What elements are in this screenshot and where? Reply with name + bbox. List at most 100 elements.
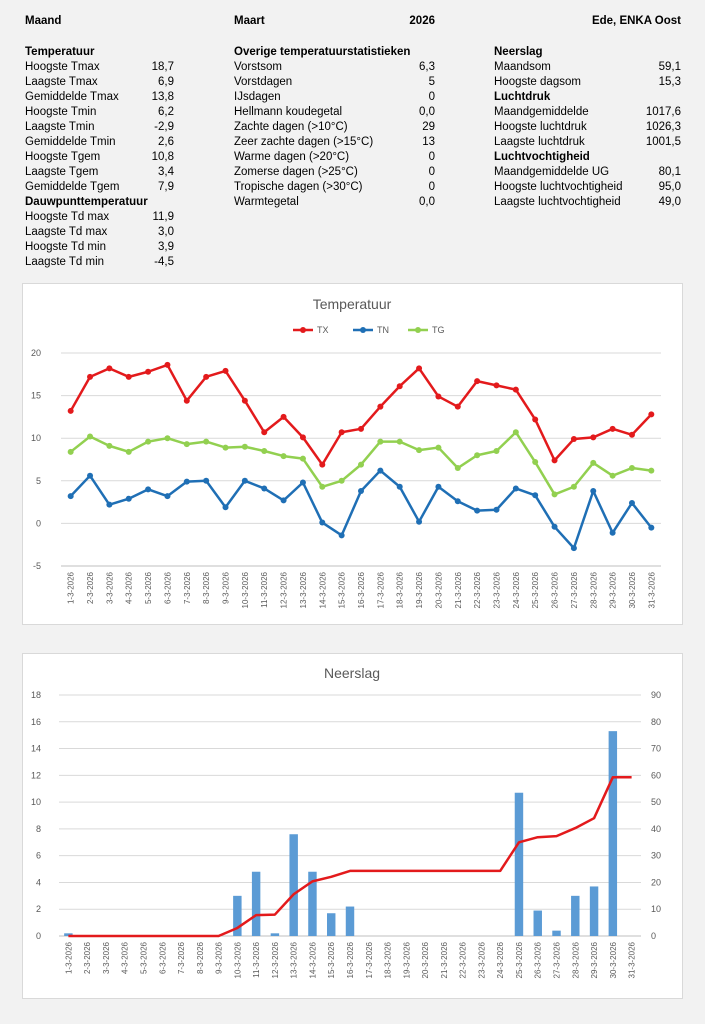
data-point [454,498,461,505]
stat-label: Laagste Td min [25,256,105,268]
precip-bar [345,906,355,936]
stat-label: Gemiddelde Tmin [25,136,116,148]
stat-value: 10,8 [151,151,174,163]
data-point [551,457,558,464]
data-point [474,507,481,514]
y2-tick-label: 60 [651,770,661,780]
y-tick-label: 6 [36,851,41,861]
data-point [609,425,616,432]
stat-value: 0,0 [419,106,435,118]
x-tick-label: 17-3-2026 [365,941,374,978]
stat-label: Zomerse dagen (>25°C) [234,166,358,178]
x-tick-label: 31-3-2026 [647,571,656,608]
data-point [280,497,287,504]
y2-tick-label: 90 [651,690,661,700]
legend-label: TX [317,325,329,335]
y2-tick-label: 80 [651,717,661,727]
y-tick-label: 0 [36,931,41,941]
precip-bar [533,910,542,936]
data-point [222,444,229,451]
data-point [454,403,461,410]
stat-label: Maandgemiddelde [494,106,589,118]
x-tick-label: 22-3-2026 [459,941,468,978]
data-point [474,378,481,385]
data-point [87,472,94,479]
stat-value: 59,1 [658,61,681,73]
y-tick-label: 16 [31,717,41,727]
stat-row: Hoogste Tmax 18,7 [25,60,174,75]
data-point [628,431,635,438]
stat-row: Temperatuur [25,45,174,60]
stat-value: 15,3 [658,76,681,88]
precip-bar [552,930,561,936]
data-point [280,453,287,460]
stat-label: Temperatuur [25,46,95,58]
stat-row: Zeer zachte dagen (>15°C) 13 [234,135,435,150]
stat-row: Warme dagen (>20°C) 0 [234,150,435,165]
data-point [183,478,190,485]
precip-bar [514,792,524,936]
x-tick-label: 29-3-2026 [590,941,599,978]
x-tick-label: 25-3-2026 [515,941,524,978]
x-tick-label: 2-3-2026 [83,941,92,974]
data-point [241,477,248,484]
y-tick-label: 20 [31,348,41,358]
precip-bar [233,895,242,936]
x-tick-label: 16-3-2026 [346,941,355,978]
data-point [532,492,539,499]
data-point [319,483,326,490]
stat-row: Hoogste Tmin 6,2 [25,105,174,120]
stat-label: Laagste Td max [25,226,108,238]
data-point [416,365,423,372]
x-tick-label: 30-3-2026 [609,941,618,978]
data-point [125,448,132,455]
x-tick-label: 30-3-2026 [628,571,637,608]
stat-row: Laagste Tmin -2,9 [25,120,174,135]
stat-value: 3,0 [158,226,174,238]
x-tick-label: 20-3-2026 [434,571,443,608]
data-point [648,524,655,531]
data-point [416,447,423,454]
stat-value: 0 [428,181,435,193]
x-tick-label: 4-3-2026 [121,941,130,974]
x-tick-label: 13-3-2026 [290,941,299,978]
temperature-chart: Temperatuur -5 0 5 10 15 20 1-3-2026 2-3-2026 3-3… [31,296,661,608]
precipitation-chart: Neerslag 0 2 4 6 8 10 12 14 16 18 0 10 20 30 40 50 60 70 80… [31,665,661,978]
data-point [590,488,597,495]
data-point [183,441,190,448]
stat-row: Hoogste Tgem 10,8 [25,150,174,165]
data-point [87,433,94,440]
stat-value: -2,9 [154,121,174,133]
data-point [106,442,113,449]
stat-value: 11,9 [152,211,174,223]
data-point [474,452,481,459]
y-tick-label: 8 [36,824,41,834]
stat-label: Hoogste Tgem [25,151,101,163]
data-point [261,485,268,492]
stat-label: Zachte dagen (>10°C) [234,121,348,133]
stat-label: Hoogste luchtdruk [494,121,587,133]
data-point [358,461,364,468]
data-point [222,504,229,511]
y-tick-label: 14 [31,744,41,754]
precip-bar [308,871,317,936]
x-tick-label: 24-3-2026 [496,941,505,978]
data-point [532,416,539,423]
stat-row: Overige temperatuurstatistieken [234,45,435,60]
series-line-tx [69,363,653,466]
x-tick-label: 9-3-2026 [215,941,224,974]
stat-label: Maandsom [494,61,551,73]
temperature-chart-panel: Temperatuur -5 0 5 10 15 20 1-3-2026 2-3-2026 3-3… [22,283,683,625]
data-point [261,447,268,454]
stat-value: 6,2 [158,106,174,118]
stat-row: Laagste luchtvochtigheid 49,0 [494,195,681,210]
precip-bar [270,933,280,936]
data-point [570,436,577,443]
x-tick-label: 23-3-2026 [477,941,486,978]
stat-row: Laagste Tgem 3,4 [25,165,174,180]
stat-label: Laagste Tgem [25,166,99,178]
x-tick-label: 22-3-2026 [473,571,482,608]
stat-row: Hoogste luchtvochtigheid 95,0 [494,180,681,195]
x-tick-label: 11-3-2026 [252,941,261,977]
x-tick-label: 14-3-2026 [318,571,327,608]
